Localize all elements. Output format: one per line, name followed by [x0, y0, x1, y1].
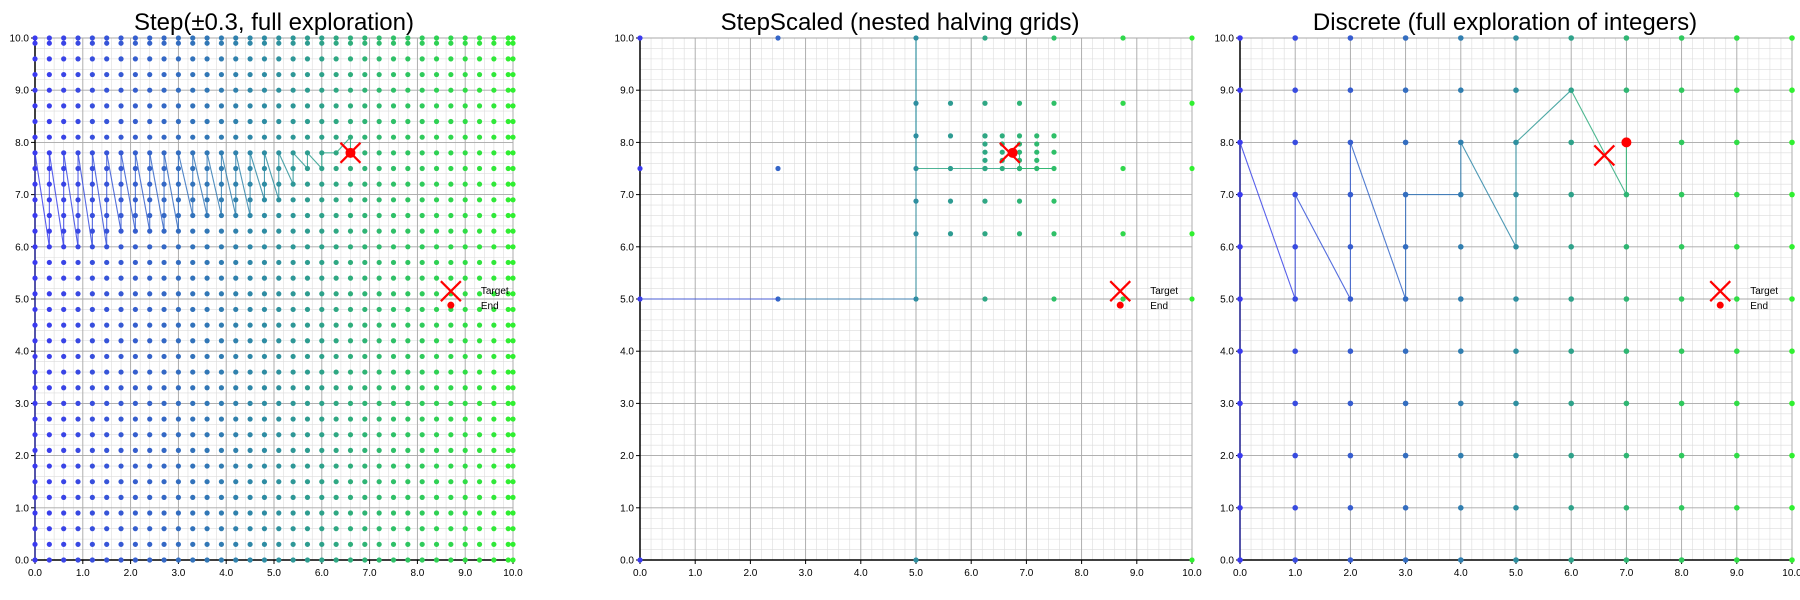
y-tick-label: 10.0 — [1215, 34, 1235, 45]
y-tick-label: 7.0 — [620, 190, 634, 201]
legend: Target End — [1109, 280, 1178, 312]
y-tick-label: 2.0 — [620, 451, 634, 462]
explored-points — [637, 35, 1195, 563]
x-tick-label: 8.0 — [410, 568, 424, 579]
legend-target-label: Target — [481, 286, 509, 297]
panel-stepscaled: StepScaled (nested halving grids) 0.0 1.0 2… — [615, 9, 1203, 579]
x-tick-label: 9.0 — [1130, 568, 1144, 579]
x-tick-label: 10.0 — [1782, 568, 1800, 579]
legend-target-label: Target — [1150, 286, 1178, 297]
x-tick-label: 9.0 — [1730, 568, 1744, 579]
legend-end-label: End — [1750, 301, 1768, 312]
y-tick-label: 2.0 — [15, 451, 29, 462]
legend: Target End — [440, 280, 509, 312]
search-path — [1239, 89, 1627, 560]
legend: Target End — [1709, 280, 1778, 312]
x-tick-label: 1.0 — [688, 568, 702, 579]
legend-end-label: End — [1150, 301, 1168, 312]
x-tick-label: 8.0 — [1675, 568, 1689, 579]
x-tick-label: 4.0 — [1454, 568, 1468, 579]
x-tick-label: 5.0 — [1509, 568, 1523, 579]
y-tick-label: 0.0 — [15, 556, 29, 567]
y-tick-label: 10.0 — [10, 34, 30, 45]
x-tick-label: 6.0 — [1564, 568, 1578, 579]
y-tick-label: 5.0 — [15, 295, 29, 306]
chart-title: Step(±0.3, full exploration) — [134, 9, 414, 36]
x-tick-label: 1.0 — [1288, 568, 1302, 579]
x-tick-label: 7.0 — [1019, 568, 1033, 579]
x-tick-label: 2.0 — [743, 568, 757, 579]
y-tick-label: 7.0 — [15, 190, 29, 201]
end-marker — [1621, 137, 1632, 148]
x-tick-label: 3.0 — [1399, 568, 1413, 579]
chart-title: Discrete (full exploration of integers) — [1313, 9, 1697, 36]
y-tick-label: 3.0 — [15, 399, 29, 410]
y-tick-label: 0.0 — [1220, 556, 1234, 567]
search-path — [34, 136, 352, 560]
x-tick-label: 1.0 — [76, 568, 90, 579]
y-tick-label: 3.0 — [620, 399, 634, 410]
x-tick-label: 2.0 — [1343, 568, 1357, 579]
y-tick-label: 4.0 — [1220, 347, 1234, 358]
x-tick-label: 5.0 — [909, 568, 923, 579]
explored-points — [32, 35, 516, 563]
panel-step: Step(±0.3, full exploration) 0.0 1.0 2.0 3.0… — [10, 9, 524, 579]
target-marker-icon — [1593, 144, 1616, 167]
y-tick-label: 1.0 — [15, 503, 29, 514]
panel-discrete: Discrete (full exploration of integers) 0… — [1215, 9, 1800, 579]
y-tick-label: 1.0 — [1220, 503, 1234, 514]
x-tick-label: 10.0 — [1182, 568, 1202, 579]
x-tick-label: 5.0 — [267, 568, 281, 579]
x-tick-label: 4.0 — [854, 568, 868, 579]
y-tick-label: 9.0 — [620, 86, 634, 97]
x-tick-label: 0.0 — [1233, 568, 1247, 579]
x-tick-label: 3.0 — [171, 568, 185, 579]
x-tick-label: 10.0 — [503, 568, 523, 579]
y-tick-label: 8.0 — [620, 138, 634, 149]
x-tick-label: 7.0 — [1619, 568, 1633, 579]
y-tick-label: 2.0 — [1220, 451, 1234, 462]
y-tick-label: 1.0 — [620, 503, 634, 514]
end-marker — [1007, 147, 1018, 158]
y-tick-label: 9.0 — [1220, 86, 1234, 97]
y-tick-label: 5.0 — [620, 295, 634, 306]
x-tick-label: 2.0 — [124, 568, 138, 579]
y-tick-label: 6.0 — [1220, 242, 1234, 253]
search-path — [640, 38, 1054, 300]
x-tick-label: 0.0 — [28, 568, 42, 579]
chart-title: StepScaled (nested halving grids) — [721, 9, 1080, 36]
y-tick-label: 4.0 — [15, 347, 29, 358]
x-tick-label: 4.0 — [219, 568, 233, 579]
y-tick-label: 9.0 — [15, 86, 29, 97]
y-tick-label: 6.0 — [15, 242, 29, 253]
x-tick-label: 9.0 — [458, 568, 472, 579]
y-tick-label: 3.0 — [1220, 399, 1234, 410]
x-tick-label: 0.0 — [633, 568, 647, 579]
legend-end-label: End — [481, 301, 499, 312]
y-tick-label: 8.0 — [1220, 138, 1234, 149]
y-tick-label: 10.0 — [615, 34, 635, 45]
y-tick-label: 7.0 — [1220, 190, 1234, 201]
x-tick-label: 3.0 — [799, 568, 813, 579]
y-tick-label: 6.0 — [620, 242, 634, 253]
y-tick-label: 5.0 — [1220, 295, 1234, 306]
x-tick-label: 6.0 — [315, 568, 329, 579]
x-tick-label: 8.0 — [1075, 568, 1089, 579]
x-tick-label: 7.0 — [363, 568, 377, 579]
legend-target-label: Target — [1750, 286, 1778, 297]
y-tick-label: 4.0 — [620, 347, 634, 358]
x-tick-label: 6.0 — [964, 568, 978, 579]
end-marker — [345, 147, 356, 158]
y-tick-label: 0.0 — [620, 556, 634, 567]
y-tick-label: 8.0 — [15, 138, 29, 149]
